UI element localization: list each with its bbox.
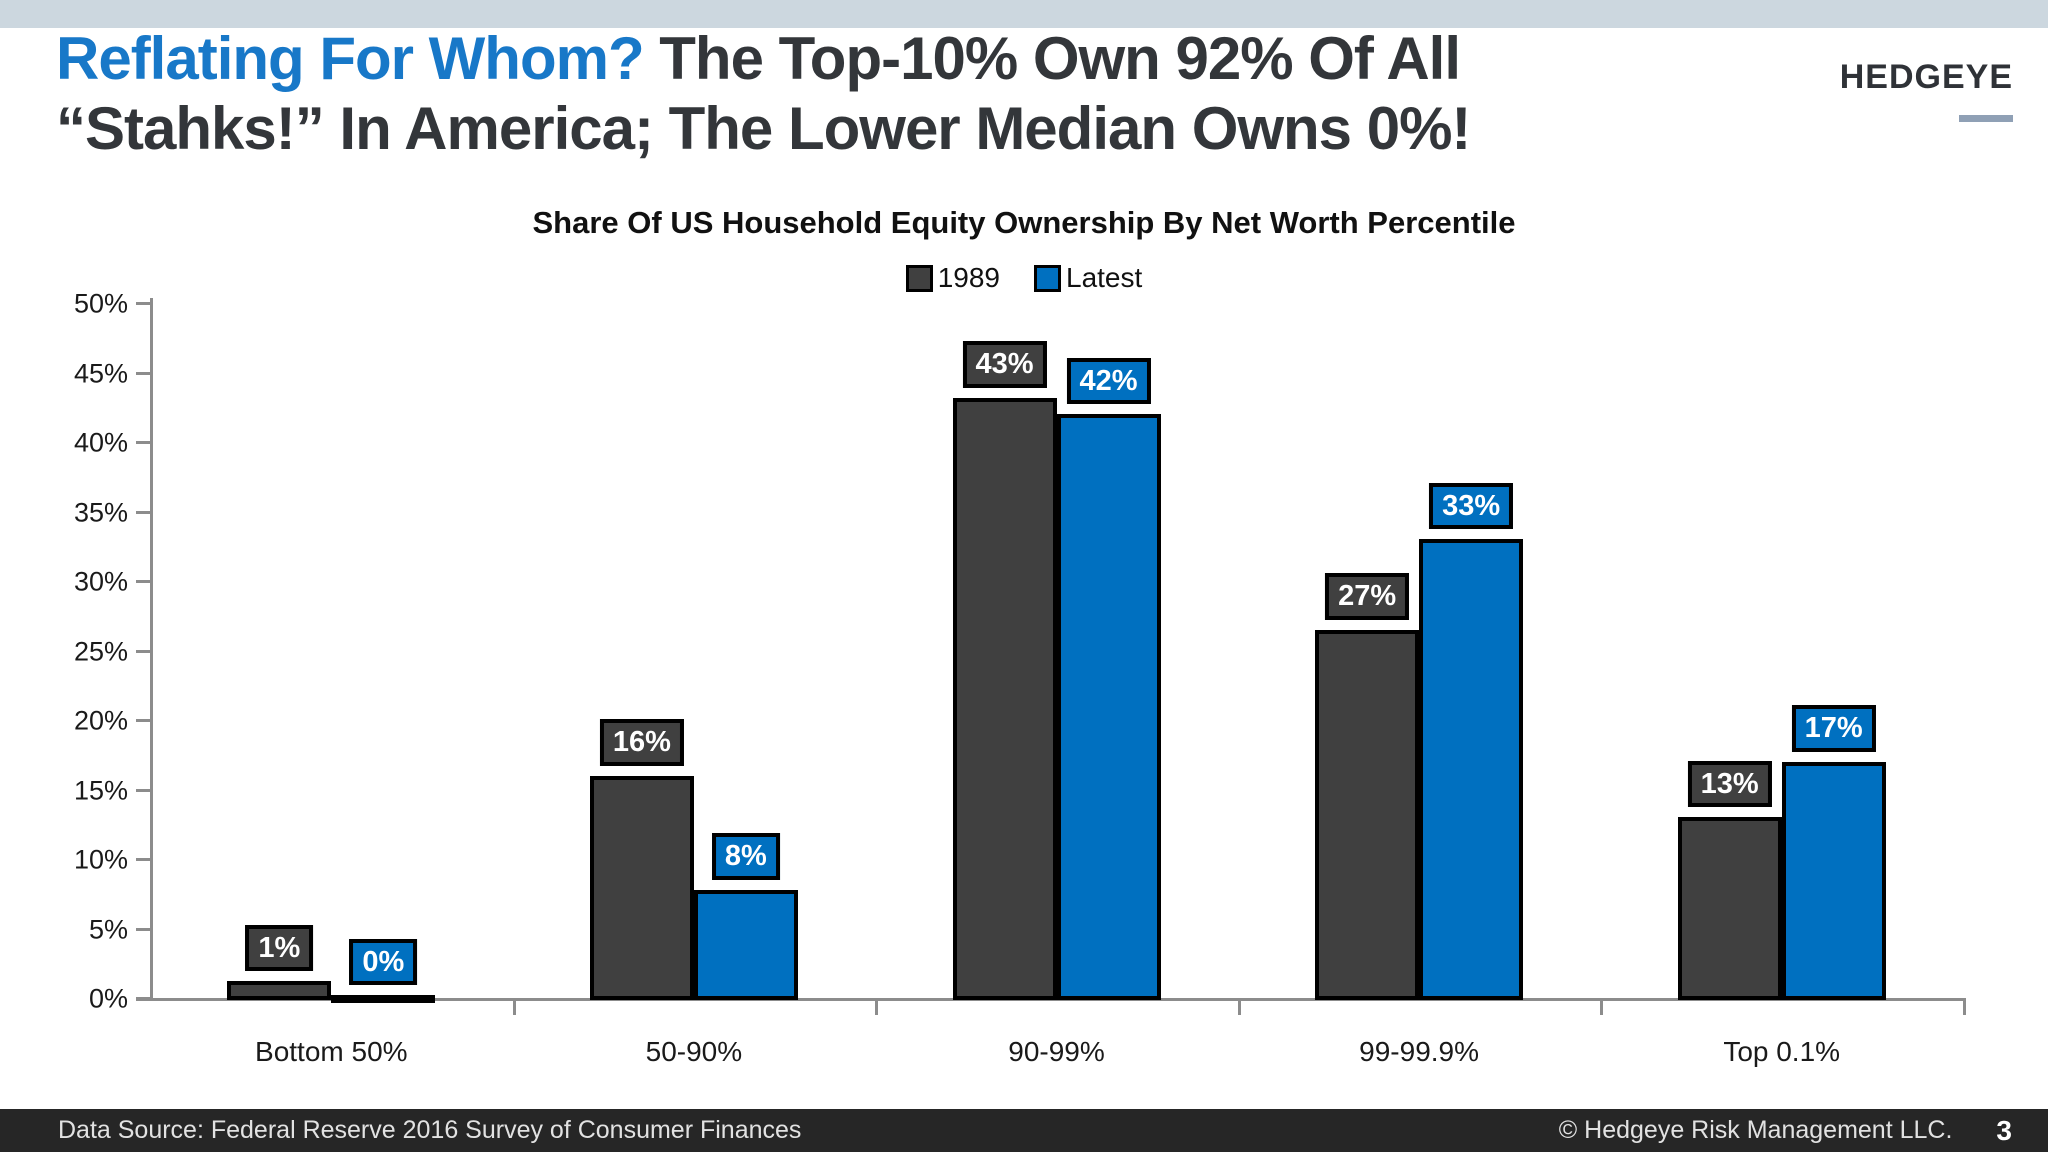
x-axis-tick — [1600, 998, 1604, 1015]
bar-label-1989-4: 27% — [1325, 573, 1410, 620]
y-axis-tick — [136, 302, 150, 305]
bar-latest-1 — [331, 995, 436, 1003]
y-axis-tick-label: 15% — [73, 775, 128, 805]
y-axis-tick-label: 25% — [73, 636, 128, 666]
top-stripe — [0, 0, 2048, 28]
bar-1989-3 — [952, 397, 1057, 1000]
x-axis-tick — [1963, 998, 1966, 1015]
copyright-text: © Hedgeye Risk Management LLC. — [1558, 1116, 1953, 1144]
bar-label-1989-2: 16% — [599, 719, 684, 766]
x-axis-category-label: 90-99% — [1008, 1036, 1105, 1067]
bar-label-latest-2: 8% — [711, 833, 780, 880]
y-axis-tick — [136, 510, 150, 514]
x-axis-category-label: 50-90% — [645, 1036, 743, 1067]
hedgeye-logo: HEDGEYE — [1753, 58, 2013, 127]
y-axis-tick-label: 0% — [88, 983, 128, 1014]
y-axis-tick — [136, 371, 150, 375]
x-axis-category-label: 99-99.9% — [1359, 1036, 1480, 1067]
y-axis-tick — [136, 719, 150, 722]
logo-underline — [1959, 115, 2013, 122]
legend-item-latest: Latest — [1034, 262, 1142, 294]
x-axis-tick — [875, 998, 879, 1015]
bar-label-1989-1: 1% — [245, 924, 314, 972]
y-axis-tick-label: 50% — [73, 288, 128, 319]
x-axis-category-label: Top 0.1% — [1723, 1036, 1841, 1067]
bar-1989-2 — [589, 775, 694, 1000]
y-axis-tick — [136, 788, 150, 792]
y-axis-tick-label: 10% — [73, 844, 128, 875]
bar-1989-1 — [227, 981, 332, 1000]
legend-item-1989: 1989 — [905, 262, 1000, 294]
bar-latest-3 — [1056, 414, 1161, 1000]
y-axis-line — [150, 298, 153, 998]
bar-latest-4 — [1419, 539, 1524, 1000]
page-title-rest: The Top-10% Own 92% Of All — [643, 25, 1461, 92]
y-axis-tick-label: 45% — [73, 358, 128, 388]
bar-label-latest-3: 42% — [1066, 357, 1151, 405]
bar-label-1989-3: 43% — [962, 341, 1047, 388]
y-axis-tick — [136, 580, 150, 583]
bar-1989-5 — [1677, 817, 1782, 1000]
page-title-line2: “Stahks!” In America; The Lower Median O… — [56, 95, 1471, 163]
footer-bar: Data Source: Federal Reserve 2016 Survey… — [0, 1109, 2048, 1152]
bar-label-latest-4: 33% — [1429, 482, 1514, 530]
chart-legend: 1989 Latest — [0, 262, 2048, 294]
bar-label-1989-5: 13% — [1687, 760, 1772, 808]
page-title: Reflating For Whom? The Top-10% Own 92% … — [56, 24, 1616, 164]
bar-label-latest-1: 0% — [349, 938, 418, 985]
legend-label-latest: Latest — [1066, 262, 1143, 293]
legend-swatch-latest — [1034, 264, 1061, 292]
page-number: 3 — [1996, 1114, 2012, 1146]
y-axis-tick — [136, 649, 150, 653]
y-axis-tick-label: 30% — [73, 566, 128, 597]
y-axis-tick-label: 5% — [88, 914, 128, 944]
y-axis-tick — [136, 858, 150, 861]
y-axis-tick — [136, 997, 150, 1000]
legend-label-1989: 1989 — [937, 262, 1000, 293]
x-axis-category-label: Bottom 50% — [255, 1036, 408, 1067]
data-source-text: Data Source: Federal Reserve 2016 Survey… — [58, 1116, 802, 1144]
y-axis-tick — [136, 441, 150, 444]
y-axis-tick-label: 35% — [73, 497, 128, 527]
legend-swatch-1989 — [905, 264, 933, 292]
bar-latest-5 — [1781, 761, 1886, 1000]
y-axis-tick-label: 20% — [73, 705, 128, 736]
x-axis-tick — [1237, 998, 1241, 1015]
bar-label-latest-5: 17% — [1791, 705, 1876, 752]
chart-title: Share Of US Household Equity Ownership B… — [532, 205, 1516, 240]
hedgeye-logo-text: HEDGEYE — [1839, 58, 2013, 96]
y-axis-tick-label: 40% — [73, 427, 128, 458]
page-title-highlight: Reflating For Whom? — [56, 25, 645, 92]
bar-1989-4 — [1315, 629, 1420, 1000]
x-axis-tick — [512, 998, 516, 1015]
bar-latest-2 — [693, 889, 798, 1000]
y-axis-tick — [136, 927, 150, 931]
